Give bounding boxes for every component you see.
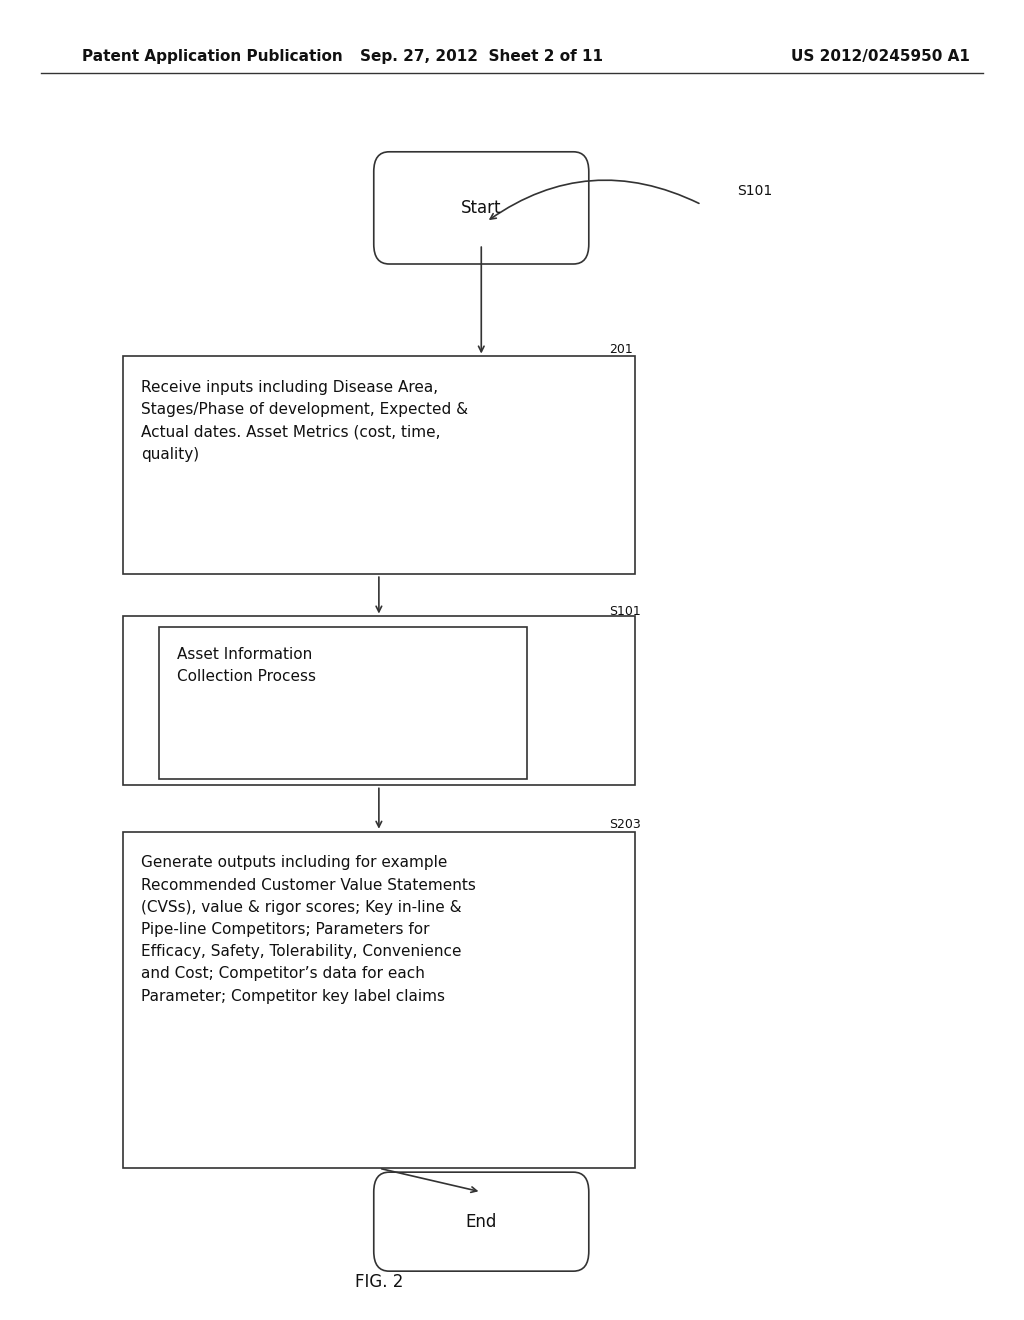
Text: Generate outputs including for example
Recommended Customer Value Statements
(CV: Generate outputs including for example R… [141, 855, 476, 1003]
Text: S101: S101 [609, 605, 641, 618]
Text: Receive inputs including Disease Area,
Stages/Phase of development, Expected &
A: Receive inputs including Disease Area, S… [141, 380, 468, 462]
Bar [159, 627, 527, 779]
Text: 201: 201 [609, 343, 633, 356]
Text: Sep. 27, 2012  Sheet 2 of 11: Sep. 27, 2012 Sheet 2 of 11 [359, 49, 603, 65]
Bar [123, 832, 635, 1168]
Text: End: End [466, 1213, 497, 1230]
Text: S203: S203 [609, 818, 641, 832]
Text: S101: S101 [737, 185, 772, 198]
Text: Patent Application Publication: Patent Application Publication [82, 49, 343, 65]
Text: US 2012/0245950 A1: US 2012/0245950 A1 [792, 49, 970, 65]
FancyBboxPatch shape [374, 1172, 589, 1271]
Bar [123, 616, 635, 785]
FancyBboxPatch shape [374, 152, 589, 264]
Text: FIG. 2: FIG. 2 [354, 1272, 403, 1291]
Bar [123, 356, 635, 574]
Text: Start: Start [461, 199, 502, 216]
Text: Asset Information
Collection Process: Asset Information Collection Process [177, 647, 316, 684]
